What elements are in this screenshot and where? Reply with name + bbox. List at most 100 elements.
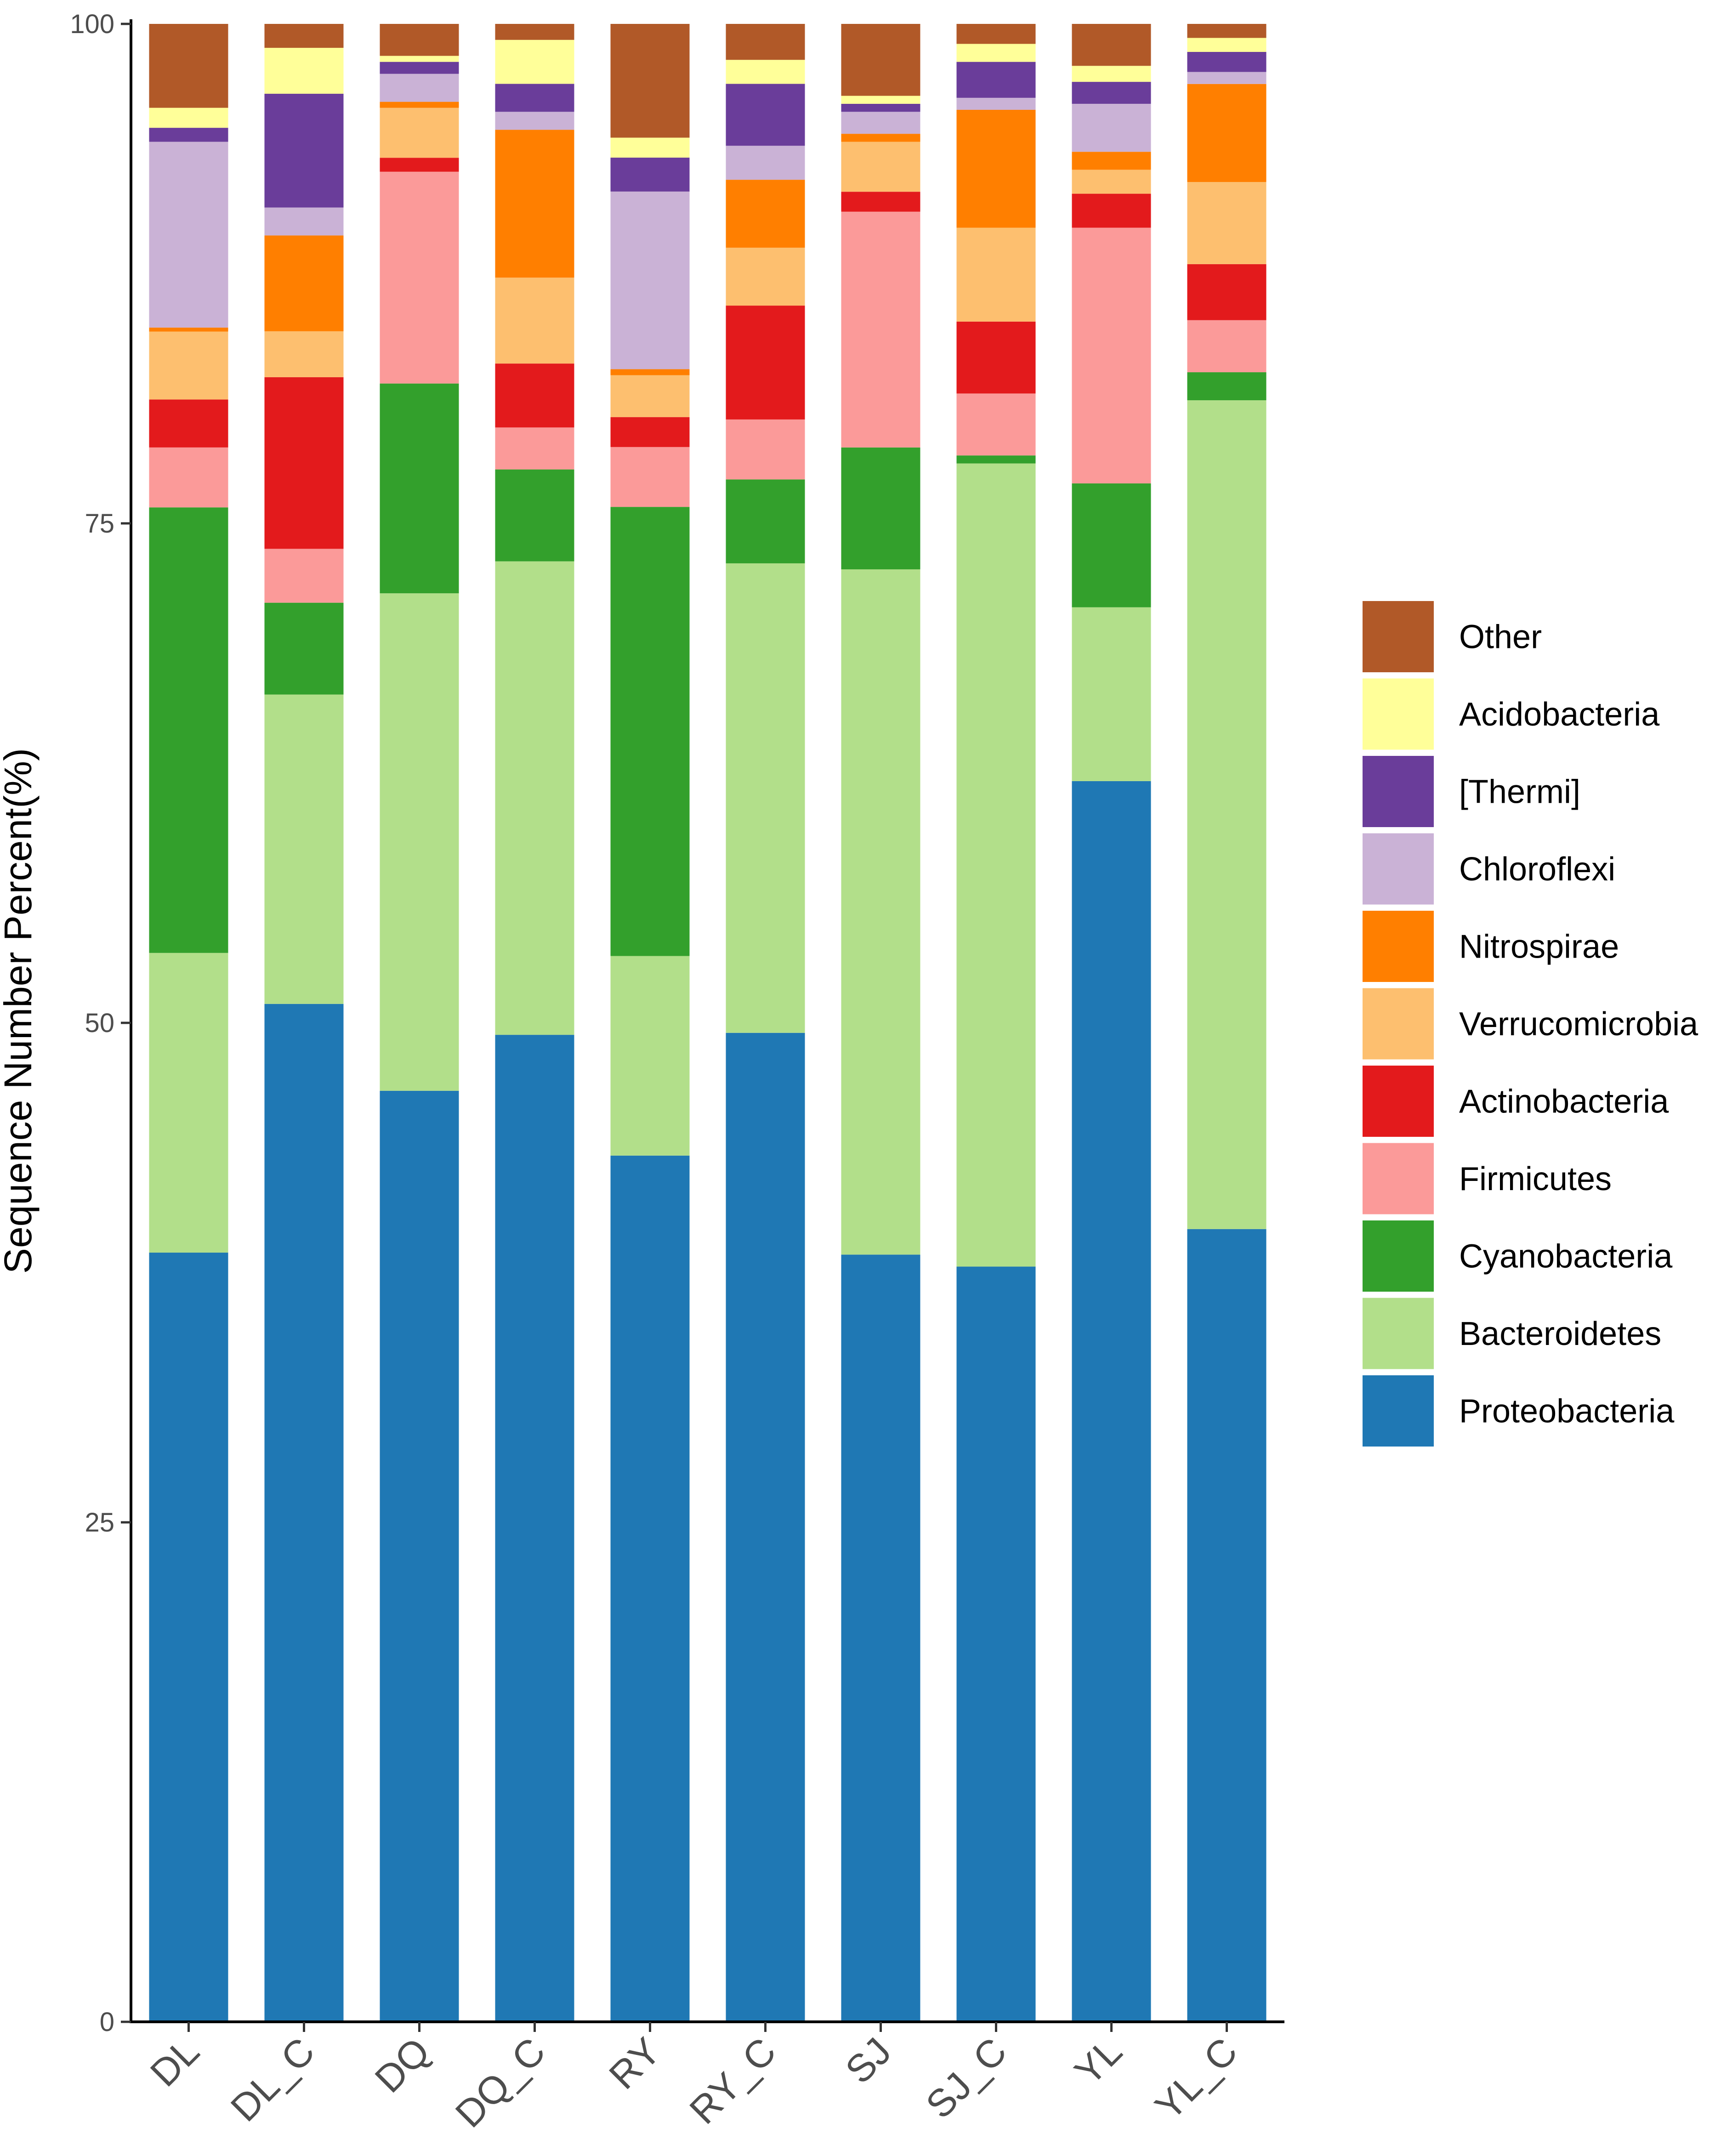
bar-segment-dl-c-acidobacteria xyxy=(264,48,344,94)
bar-segment-dq-c-actinobacteria xyxy=(495,363,574,428)
bar-segment-dq-thermi xyxy=(380,62,459,74)
bar-segment-sj-bacteroidetes xyxy=(841,569,920,1255)
bar-segment-ry-c-chloroflexi xyxy=(726,146,805,180)
bar-segment-dl-acidobacteria xyxy=(149,108,228,128)
bar-segment-ry-c-other xyxy=(726,24,805,60)
legend-key-acidobacteria xyxy=(1363,678,1434,750)
x-tick-label-sj-c: SJ_C xyxy=(918,2029,1015,2127)
y-tick-label-0: 0 xyxy=(100,2007,114,2037)
bar-segment-dq-firmicutes xyxy=(380,171,459,384)
bar-segment-yl-acidobacteria xyxy=(1072,66,1151,82)
x-tick-label-dq: DQ xyxy=(367,2029,438,2101)
bar-segment-ry-c-verrucomicrobia xyxy=(726,247,805,306)
bar-segment-sj-c-acidobacteria xyxy=(956,44,1036,62)
bar-segment-dq-other xyxy=(380,24,459,56)
x-tick-label-dq-c: DQ_C xyxy=(447,2029,554,2136)
legend-label-chloroflexi: Chloroflexi xyxy=(1459,851,1615,888)
x-tick-label-dl: DL xyxy=(142,2029,207,2094)
bar-segment-dq-c-verrucomicrobia xyxy=(495,278,574,364)
bar-segment-sj-c-actinobacteria xyxy=(956,321,1036,394)
bar-segment-sj-other xyxy=(841,24,920,96)
legend-label-firmicutes: Firmicutes xyxy=(1459,1161,1612,1197)
bar-segment-dq-proteobacteria xyxy=(380,1090,459,2022)
bar-segment-dl-chloroflexi xyxy=(149,142,228,328)
y-tick-label-50: 50 xyxy=(85,1008,114,1038)
bar-segment-ry-c-acidobacteria xyxy=(726,60,805,84)
bar-segment-ry-nitrospirae xyxy=(610,369,690,375)
bar-segment-ry-verrucomicrobia xyxy=(610,375,690,417)
bar-segment-sj-c-thermi xyxy=(956,62,1036,98)
bar-segment-yl-nitrospirae xyxy=(1072,152,1151,170)
bar-segment-dl-bacteroidetes xyxy=(149,953,228,1253)
x-tick-label-ry: RY xyxy=(601,2029,669,2097)
bar-segment-dq-actinobacteria xyxy=(380,158,459,172)
bar-segment-yl-c-proteobacteria xyxy=(1187,1229,1267,2022)
bar-segment-dl-c-bacteroidetes xyxy=(264,694,344,1004)
legend-key-thermi xyxy=(1363,756,1434,827)
x-tick-label-yl-c: YL_C xyxy=(1147,2029,1245,2128)
bar-segment-sj-c-bacteroidetes xyxy=(956,463,1036,1267)
x-tick-label-sj: SJ xyxy=(837,2029,899,2092)
bar-segment-dq-bacteroidetes xyxy=(380,593,459,1091)
legend-label-thermi: [Thermi] xyxy=(1459,774,1580,811)
bar-segment-ry-actinobacteria xyxy=(610,417,690,447)
bar-segment-yl-actinobacteria xyxy=(1072,193,1151,228)
bar-segment-ry-c-bacteroidetes xyxy=(726,563,805,1033)
bar-segment-sj-c-verrucomicrobia xyxy=(956,227,1036,322)
bar-segment-dl-c-other xyxy=(264,24,344,48)
bar-segment-dl-c-nitrospirae xyxy=(264,235,344,331)
bar-segment-yl-cyanobacteria xyxy=(1072,483,1151,607)
bar-segment-ry-c-firmicutes xyxy=(726,419,805,480)
legend-label-bacteroidetes: Bacteroidetes xyxy=(1459,1316,1661,1352)
legend-key-nitrospirae xyxy=(1363,911,1434,982)
bar-segment-dq-chloroflexi xyxy=(380,74,459,102)
bar-segment-ry-proteobacteria xyxy=(610,1155,690,2022)
legend: Other Acidobacteria [Thermi] Chloroflexi Nit… xyxy=(1363,601,1698,1447)
bar-segment-sj-proteobacteria xyxy=(841,1254,920,2022)
legend-label-other: Other xyxy=(1459,619,1542,656)
bar-segment-ry-c-cyanobacteria xyxy=(726,479,805,563)
bar-segment-dl-proteobacteria xyxy=(149,1253,228,2022)
bar-segment-dq-c-thermi xyxy=(495,84,574,112)
bar-segment-yl-bacteroidetes xyxy=(1072,607,1151,781)
bar-segment-yl-verrucomicrobia xyxy=(1072,170,1151,194)
bar-segment-sj-actinobacteria xyxy=(841,192,920,212)
legend-key-chloroflexi xyxy=(1363,833,1434,905)
legend-key-actinobacteria xyxy=(1363,1066,1434,1137)
legend-key-firmicutes xyxy=(1363,1143,1434,1214)
bar-segment-ry-acidobacteria xyxy=(610,137,690,158)
legend-key-verrucomicrobia xyxy=(1363,988,1434,1060)
bar-segment-ry-c-nitrospirae xyxy=(726,180,805,248)
legend-label-cyanobacteria: Cyanobacteria xyxy=(1459,1238,1673,1275)
bar-segment-yl-c-thermi xyxy=(1187,51,1267,72)
legend-key-cyanobacteria xyxy=(1363,1220,1434,1292)
bar-segment-ry-c-actinobacteria xyxy=(726,306,805,420)
x-tick-label-ry-c: RY_C xyxy=(681,2029,784,2132)
legend-label-verrucomicrobia: Verrucomicrobia xyxy=(1459,1006,1698,1043)
bar-segment-sj-thermi xyxy=(841,103,920,112)
bars-layer xyxy=(149,24,1267,2022)
bar-segment-ry-other xyxy=(610,24,690,138)
bar-segment-yl-c-nitrospirae xyxy=(1187,84,1267,182)
bar-segment-yl-c-acidobacteria xyxy=(1187,38,1267,52)
bar-segment-yl-chloroflexi xyxy=(1072,103,1151,152)
legend-key-other xyxy=(1363,601,1434,672)
bar-segment-dl-actinobacteria xyxy=(149,399,228,448)
bar-segment-dl-verrucomicrobia xyxy=(149,331,228,400)
bar-segment-ry-chloroflexi xyxy=(610,191,690,369)
x-tick-label-dl-c: DL_C xyxy=(222,2029,323,2129)
bar-segment-yl-c-chloroflexi xyxy=(1187,72,1267,84)
bar-segment-sj-verrucomicrobia xyxy=(841,142,920,192)
legend-key-proteobacteria xyxy=(1363,1375,1434,1447)
legend-label-proteobacteria: Proteobacteria xyxy=(1459,1393,1675,1430)
legend-label-nitrospirae: Nitrospirae xyxy=(1459,929,1619,965)
bar-segment-dq-nitrospirae xyxy=(380,102,459,108)
bar-segment-dl-c-thermi xyxy=(264,94,344,208)
bar-segment-dl-c-actinobacteria xyxy=(264,377,344,549)
bar-segment-yl-c-cyanobacteria xyxy=(1187,372,1267,401)
bar-segment-ry-c-proteobacteria xyxy=(726,1033,805,2022)
x-tick-label-yl: YL xyxy=(1066,2029,1130,2093)
bar-segment-dl-c-firmicutes xyxy=(264,549,344,603)
bar-segment-yl-c-other xyxy=(1187,24,1267,38)
bar-segment-dl-c-verrucomicrobia xyxy=(264,331,344,377)
